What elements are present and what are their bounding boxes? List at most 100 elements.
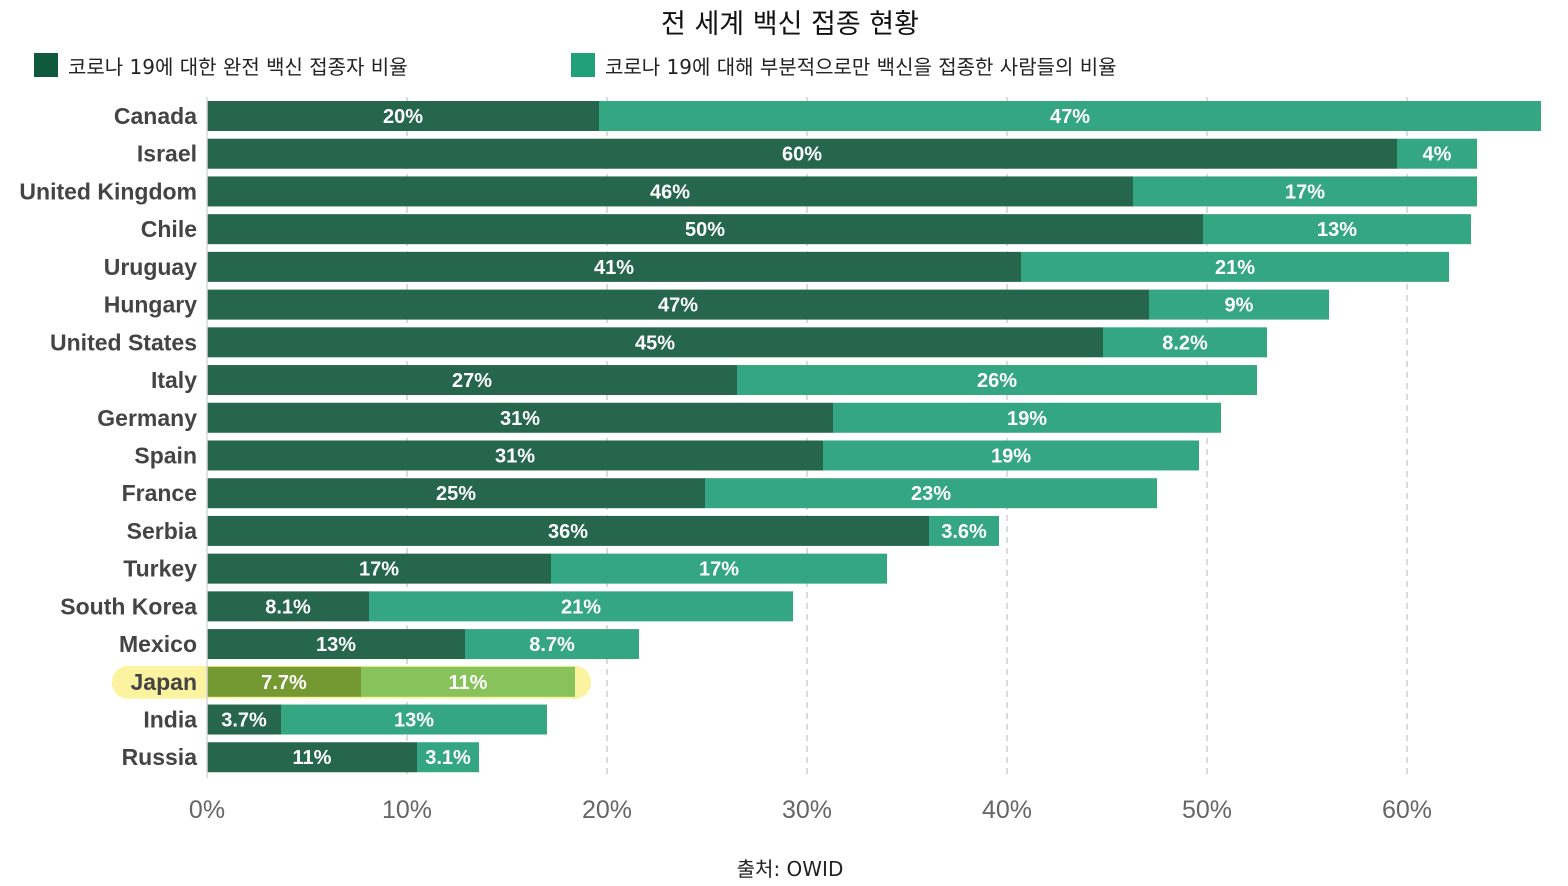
chart-title: 전 세계 백신 접종 현황 bbox=[661, 9, 919, 40]
x-tick-label: 0% bbox=[189, 796, 225, 824]
bar-label-full: 8.1% bbox=[265, 596, 311, 618]
bar-label-full: 3.7% bbox=[221, 710, 267, 732]
bar-partial bbox=[369, 591, 793, 622]
bar-label-full: 25% bbox=[436, 483, 476, 505]
bar-partial bbox=[1397, 138, 1477, 169]
bar-label-partial: 3.1% bbox=[425, 747, 471, 769]
bar-partial bbox=[929, 515, 999, 546]
bar-partial bbox=[1103, 327, 1267, 358]
country-label: Italy bbox=[151, 367, 197, 393]
bar-label-full: 7.7% bbox=[261, 672, 307, 694]
bar-label-partial: 9% bbox=[1225, 295, 1254, 317]
legend-label-partial: 코로나 19에 대해 부분적으로만 백신을 접종한 사람들의 비율 bbox=[605, 54, 1117, 79]
bar-full bbox=[207, 591, 369, 622]
x-tick-label: 50% bbox=[1182, 796, 1232, 824]
legend-item-full: 코로나 19에 대한 완전 백신 접종자 비율 bbox=[34, 52, 408, 79]
bar-label-partial: 13% bbox=[1317, 219, 1357, 241]
bar-label-full: 13% bbox=[316, 634, 356, 656]
bar-label-full: 17% bbox=[359, 559, 399, 581]
x-tick-label: 30% bbox=[782, 796, 832, 824]
bar-partial bbox=[465, 629, 639, 660]
bar-full bbox=[207, 251, 1021, 282]
country-label: Israel bbox=[137, 141, 197, 167]
bar-partial bbox=[833, 402, 1221, 433]
bar-full bbox=[207, 402, 833, 433]
country-label: Turkey bbox=[123, 556, 197, 582]
bar-label-partial: 23% bbox=[911, 483, 951, 505]
bar-full bbox=[207, 478, 705, 509]
bar-full bbox=[207, 440, 823, 471]
bar-full bbox=[207, 101, 599, 131]
bar-label-full: 46% bbox=[650, 181, 690, 203]
bar-full bbox=[207, 176, 1133, 207]
bar-full bbox=[207, 289, 1149, 320]
country-label: United Kingdom bbox=[19, 178, 197, 204]
bar-label-partial: 19% bbox=[991, 445, 1031, 467]
bar-label-partial: 11% bbox=[449, 672, 488, 694]
bar-label-full: 11% bbox=[293, 747, 332, 769]
bar-full bbox=[207, 553, 551, 584]
legend-swatch-partial bbox=[571, 53, 595, 77]
bar-partial bbox=[551, 553, 887, 584]
bar-full bbox=[207, 214, 1203, 245]
bar-full bbox=[207, 704, 281, 735]
country-label: Chile bbox=[141, 216, 197, 242]
bar-label-full: 27% bbox=[452, 370, 492, 392]
bar-label-partial: 21% bbox=[1215, 257, 1255, 279]
country-label: Germany bbox=[97, 405, 197, 431]
bar-full bbox=[207, 327, 1103, 358]
bar-label-full: 47% bbox=[658, 295, 698, 317]
bar-label-partial: 3.6% bbox=[941, 521, 987, 543]
bar-partial bbox=[1021, 251, 1449, 282]
bar-label-full: 60% bbox=[782, 144, 822, 166]
bar-label-partial: 4% bbox=[1423, 144, 1452, 166]
bar-partial bbox=[599, 101, 1541, 131]
bar-label-full: 31% bbox=[500, 408, 540, 430]
bar-partial bbox=[1203, 214, 1471, 245]
bar-label-full: 50% bbox=[685, 219, 725, 241]
bar-partial bbox=[823, 440, 1199, 471]
bar-full bbox=[207, 742, 417, 773]
bar-label-partial: 26% bbox=[977, 370, 1017, 392]
bar-label-partial: 21% bbox=[561, 596, 601, 618]
legend-swatch-full bbox=[34, 53, 58, 77]
bar-partial bbox=[281, 704, 547, 735]
bar-partial bbox=[417, 742, 479, 773]
bar-label-partial: 19% bbox=[1007, 408, 1047, 430]
x-tick-label: 60% bbox=[1382, 796, 1432, 824]
bar-partial bbox=[1149, 289, 1329, 320]
bar-full bbox=[207, 365, 737, 396]
bar-label-partial: 47% bbox=[1050, 106, 1090, 128]
legend-label-full: 코로나 19에 대한 완전 백신 접종자 비율 bbox=[68, 54, 408, 79]
x-tick-label: 40% bbox=[982, 796, 1032, 824]
bar-full bbox=[207, 138, 1397, 169]
country-label: Hungary bbox=[104, 292, 198, 318]
country-label: Canada bbox=[114, 103, 197, 129]
country-label: Russia bbox=[122, 744, 198, 770]
bar-partial bbox=[1133, 176, 1477, 207]
bar-partial bbox=[737, 365, 1257, 396]
country-label: South Korea bbox=[60, 593, 197, 619]
x-tick-label: 20% bbox=[582, 796, 632, 824]
bar-full bbox=[207, 515, 929, 546]
country-label: Japan bbox=[131, 669, 197, 695]
bar-label-partial: 8.2% bbox=[1162, 332, 1208, 354]
source-note: 출처: OWID bbox=[736, 857, 844, 881]
bar-label-full: 36% bbox=[548, 521, 588, 543]
bar-label-full: 20% bbox=[383, 106, 423, 128]
bar-label-partial: 8.7% bbox=[529, 634, 575, 656]
bar-partial bbox=[361, 666, 575, 697]
bar-label-full: 31% bbox=[495, 445, 535, 467]
country-label: United States bbox=[50, 329, 197, 355]
country-label: India bbox=[143, 707, 197, 733]
country-label: Serbia bbox=[127, 518, 198, 544]
bar-label-partial: 17% bbox=[1285, 181, 1325, 203]
legend-item-partial: 코로나 19에 대해 부분적으로만 백신을 접종한 사람들의 비율 bbox=[571, 52, 1117, 79]
bar-label-partial: 17% bbox=[699, 559, 739, 581]
x-tick-label: 10% bbox=[382, 796, 432, 824]
bar-label-partial: 13% bbox=[394, 710, 434, 732]
bar-full bbox=[207, 666, 361, 697]
country-label: Spain bbox=[134, 442, 197, 468]
bar-label-full: 41% bbox=[594, 257, 634, 279]
